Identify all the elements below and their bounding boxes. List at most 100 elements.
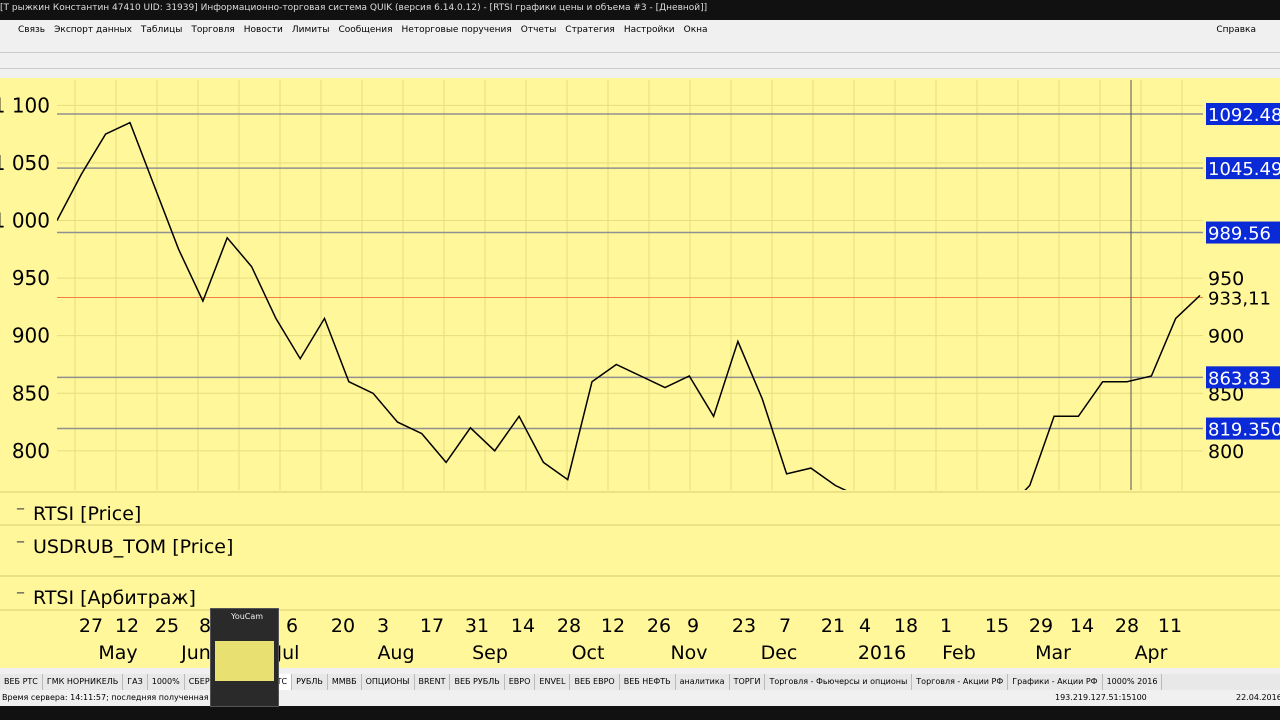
menu-item[interactable]: Торговля <box>191 25 235 35</box>
y2-tick-label: 900 <box>1208 326 1244 348</box>
y2-tick-label: 800 <box>1208 441 1244 463</box>
x-tick-label: 12 <box>115 615 139 637</box>
menu-item[interactable]: Новости <box>243 25 283 35</box>
x-month-label: Mar <box>1035 642 1071 664</box>
status-date: 22.04.2016 <box>1236 693 1280 702</box>
x-tick-label: 14 <box>511 615 535 637</box>
y-tick-label: 950 <box>12 266 50 290</box>
price-tag <box>1206 102 1280 125</box>
tab[interactable]: ВЕБ НЕФТЬ <box>620 674 676 690</box>
x-tick-label: 18 <box>894 615 918 637</box>
panel-title: RTSI [Price] <box>33 503 141 525</box>
x-month-label: Jun <box>180 642 211 664</box>
menu-item[interactable]: Таблицы <box>140 25 183 35</box>
x-tick-label: 23 <box>732 615 756 637</box>
tab[interactable]: ВЕБ РУБЛЬ <box>450 674 505 690</box>
x-tick-label: 29 <box>1029 615 1053 637</box>
x-month-label: Apr <box>1135 642 1168 664</box>
price-tag-label: 863.83 <box>1208 368 1271 389</box>
tab[interactable]: ОПЦИОНЫ <box>362 674 415 690</box>
price-tag <box>1206 417 1280 440</box>
tab[interactable]: ТОРГИ <box>730 674 766 690</box>
x-tick-label: 1 <box>940 615 952 637</box>
menu-item[interactable]: Лимиты <box>291 25 330 35</box>
tab[interactable]: ЕВРО <box>505 674 536 690</box>
y-tick-label: 900 <box>12 324 50 348</box>
overlay-title: YouCam <box>231 612 264 621</box>
x-tick-label: 21 <box>821 615 845 637</box>
y2-tick-label: 850 <box>1208 383 1244 405</box>
x-month-label: 2016 <box>858 642 906 664</box>
x-month-label: Jul <box>276 642 300 664</box>
price-tag <box>1206 366 1280 389</box>
x-tick-label: 3 <box>377 615 389 637</box>
menu-item[interactable]: Неторговые поручения <box>401 25 512 35</box>
y-tick-label: 850 <box>12 381 50 405</box>
x-tick-label: 9 <box>687 615 699 637</box>
menu-bar: Связь Экспорт данных Таблицы Торговля Новост… <box>0 22 1280 38</box>
tab[interactable]: ВЕБ ЕВРО <box>570 674 620 690</box>
menu-item[interactable]: Сообщения <box>338 25 393 35</box>
tab[interactable]: Торговля - Акции РФ <box>912 674 1009 690</box>
menu-item[interactable]: Связь <box>18 25 46 35</box>
x-tick-label: 20 <box>331 615 355 637</box>
status-bar: Время сервера: 14:11:57; последняя получ… <box>0 691 1280 705</box>
x-tick-label: 15 <box>985 615 1009 637</box>
y-tick-label: 1 100 <box>0 93 50 117</box>
tab[interactable]: ГМК НОРНИКЕЛЬ <box>43 674 124 690</box>
x-month-label: Aug <box>377 642 414 664</box>
x-tick-label: 6 <box>286 615 298 637</box>
x-tick-label: 25 <box>155 615 179 637</box>
price-tag-label: 933,11 <box>1208 289 1271 310</box>
status-server: 193.219.127.51:15100 <box>1055 693 1147 702</box>
x-month-label: Oct <box>572 642 605 664</box>
tab[interactable]: ГАЗ <box>123 674 148 690</box>
tab[interactable]: Графики - Акции РФ <box>1008 674 1103 690</box>
x-tick-label: 17 <box>420 615 444 637</box>
tab[interactable]: РУБЛЬ <box>292 674 328 690</box>
tab[interactable]: ММВБ <box>328 674 362 690</box>
price-tag <box>1206 157 1280 180</box>
tab[interactable]: аналитика <box>676 674 730 690</box>
price-tag <box>1206 221 1280 244</box>
x-month-label: Nov <box>670 642 707 664</box>
toolbar <box>0 38 1280 53</box>
status-text: Время сервера: 14:11:57; последняя получ… <box>2 693 251 702</box>
tab[interactable]: ВЕБ РТС <box>0 674 43 690</box>
x-tick-label: 12 <box>601 615 625 637</box>
panel-title: USDRUB_TOM [Price] <box>33 536 233 558</box>
tab[interactable]: Торговля - Фьючерсы и опционы <box>765 674 913 690</box>
menu-item[interactable]: Настройки <box>623 25 675 35</box>
plot-background <box>0 78 1280 668</box>
menu-item[interactable]: Окна <box>683 25 708 35</box>
y-tick-label: 1 000 <box>0 209 50 233</box>
x-tick-label: 11 <box>1158 615 1182 637</box>
tab[interactable]: 1000% <box>148 674 185 690</box>
panel-dash: – <box>16 498 25 519</box>
tab[interactable]: ENVEL <box>535 674 571 690</box>
x-month-label: Sep <box>472 642 508 664</box>
x-tick-label: 14 <box>1070 615 1094 637</box>
menu-item[interactable]: Справка <box>1216 25 1256 35</box>
y-tick-label: 1 050 <box>0 151 50 175</box>
menu-item[interactable]: Стратегия <box>565 25 615 35</box>
chart: 1 100 1 050 1 000 950 900 850 800 950 900 850 800 1… <box>0 78 1280 668</box>
x-tick-label: 8 <box>199 615 211 637</box>
x-month-label: Feb <box>942 642 976 664</box>
panel-title: RTSI [Арбитраж] <box>33 587 196 609</box>
price-tag-label: 989.56 <box>1208 224 1271 245</box>
title-bar: [Т рыжкин Константин 47410 UID: 31939] И… <box>0 0 1280 20</box>
x-tick-label: 27 <box>79 615 103 637</box>
overlay-window[interactable]: YouCam <box>210 608 279 707</box>
menu-item[interactable]: Экспорт данных <box>54 25 132 35</box>
x-tick-label: 26 <box>647 615 671 637</box>
menu-item[interactable]: Отчеты <box>520 25 557 35</box>
x-tick-label: 28 <box>557 615 581 637</box>
x-tick-label: 4 <box>859 615 871 637</box>
y-tick-label: 800 <box>12 439 50 463</box>
x-tick-label: 31 <box>465 615 489 637</box>
tab[interactable]: 1000% 2016 <box>1103 674 1163 690</box>
tab[interactable]: BRENT <box>415 674 451 690</box>
panel-dash: – <box>16 582 25 603</box>
